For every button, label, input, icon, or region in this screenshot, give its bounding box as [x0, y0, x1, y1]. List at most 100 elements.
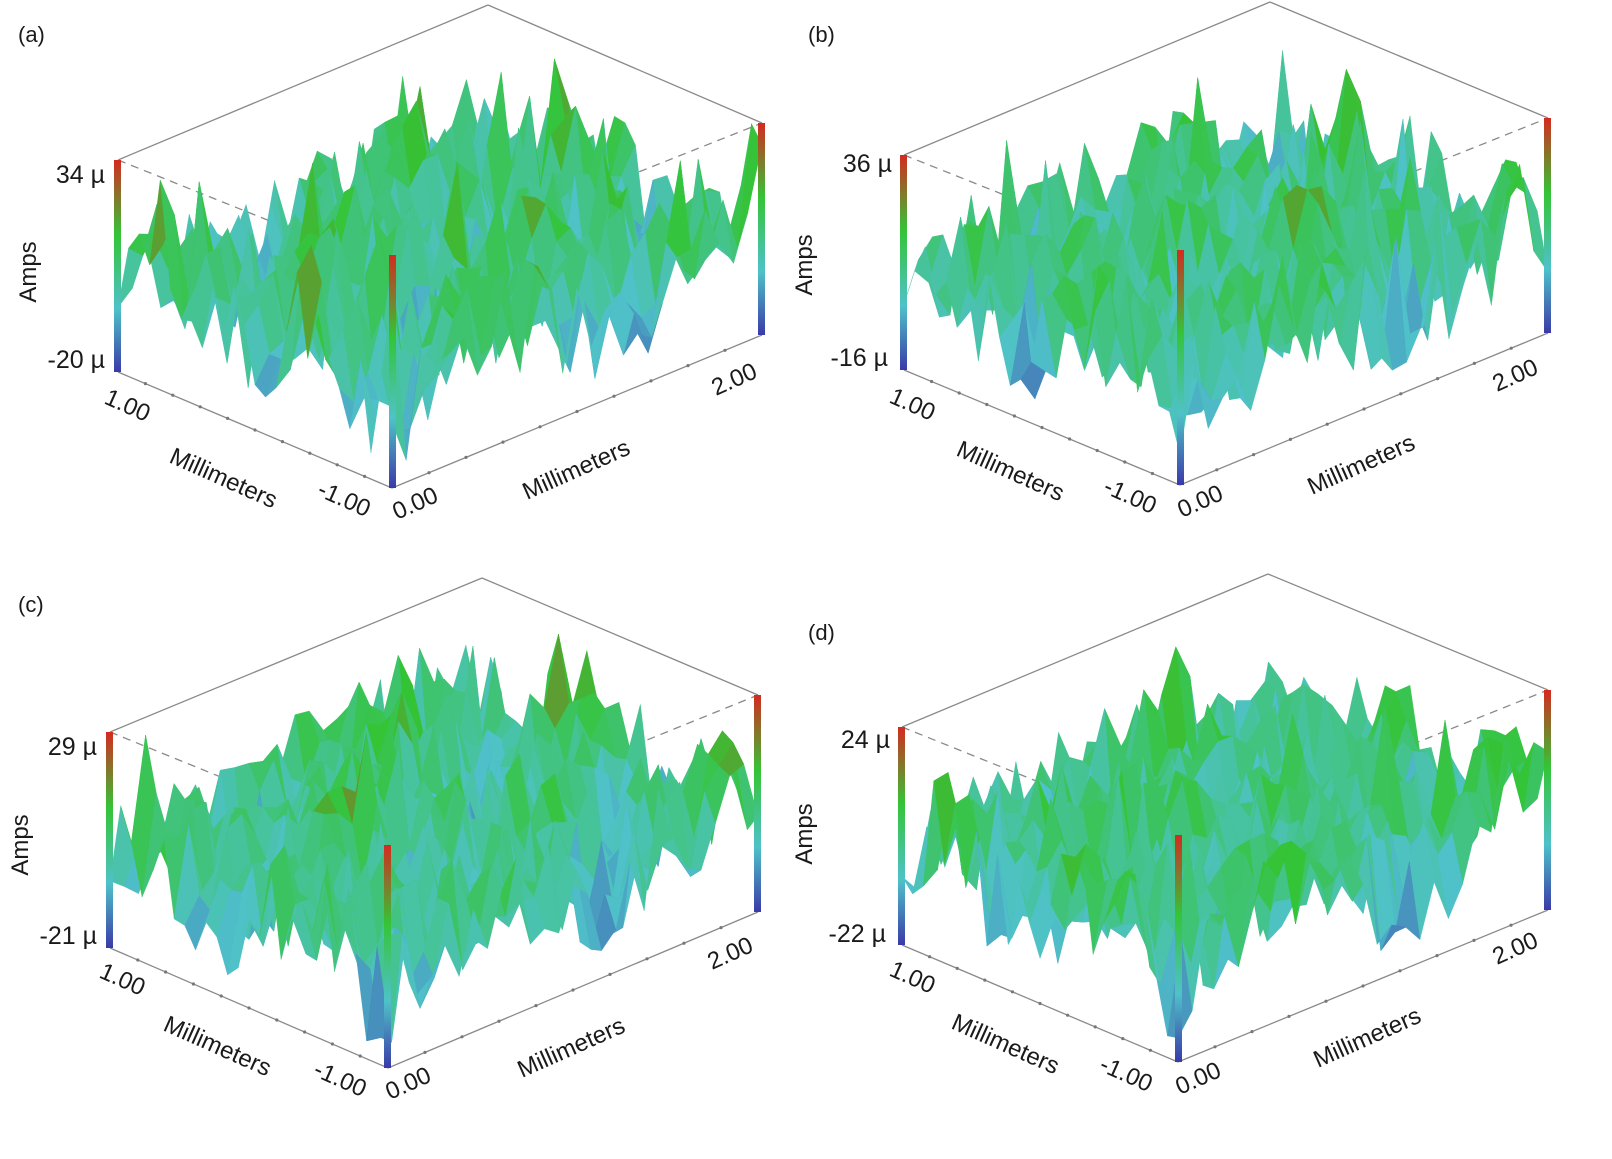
axis-tick-mark [423, 1050, 427, 1054]
axis-tick-mark [427, 471, 431, 475]
panel-a-z-top-label: 34 µ [56, 161, 105, 189]
panel-a-x-axis-label: Millimeters [166, 443, 282, 514]
panel-a-z-bottom-label: -20 µ [48, 346, 105, 374]
panel-c-x-axis-label: Millimeters [160, 1011, 276, 1082]
panel-b-x-axis-label: Millimeters [953, 436, 1069, 507]
axis-tick-mark [501, 440, 505, 444]
panel-b-ticks [930, 346, 1513, 476]
panel-a-y-axis-label: Millimeters [518, 434, 634, 505]
panel-b-y-tick-1: 0.00 [1173, 480, 1227, 524]
panel-b-z-top-label: 36 µ [843, 150, 892, 178]
panel-d: (d) 24 µ -22 µ Amps 1.00 -1.00 Millimete… [791, 573, 1551, 1101]
panel-a-z-axis-label: Amps [15, 241, 42, 302]
axis-tick-mark [191, 982, 195, 986]
axis-tick-mark [171, 393, 175, 397]
panel-d-z-axis-label: Amps [791, 803, 818, 864]
panel-c: (c) 29 µ -21 µ Amps 1.00 -1.00 Millimete… [7, 577, 761, 1105]
axis-tick-mark [1150, 471, 1154, 476]
panel-a-x-tick-2: -1.00 [314, 476, 375, 523]
panel-c-colorbars [106, 695, 761, 1068]
panel-d-z-top-label: 24 µ [841, 726, 890, 754]
panel-a-ticks [143, 348, 727, 478]
panel-c-x-tick-1: 1.00 [96, 958, 150, 1002]
panel-d-label: (d) [808, 620, 835, 645]
panel-b-colorbars [900, 118, 1551, 485]
panel-b-x-tick-2: -1.00 [1100, 473, 1161, 520]
axis-tick-mark [1472, 361, 1476, 365]
panel-a-y-tick-1: 0.00 [388, 482, 442, 526]
panel-d-x-axis-label: Millimeters [948, 1009, 1064, 1080]
panel-b-z-axis-label: Amps [791, 234, 818, 295]
panel-d-y-tick-1: 0.00 [1171, 1057, 1225, 1101]
panel-b-y-tick-2: 2.00 [1488, 354, 1542, 398]
axis-tick-mark [1398, 969, 1402, 973]
panel-c-y-axis-label: Millimeters [513, 1012, 629, 1083]
panel-b-z-bottom-label: -16 µ [831, 344, 888, 372]
axis-tick-mark [280, 440, 284, 444]
axis-tick-mark [645, 957, 649, 961]
axis-tick-mark [723, 348, 727, 352]
axis-tick-mark [330, 1042, 334, 1046]
axis-tick-mark [1435, 954, 1439, 958]
axis-tick-mark [143, 382, 147, 386]
panel-c-z-axis-label: Amps [7, 814, 34, 875]
panel-d-x-tick-2: -1.00 [1096, 1051, 1157, 1098]
axis-tick-mark [460, 1035, 464, 1039]
panel-a: (a) 34 µ -20 µ Amps 1.00 -1.00 Millimete… [15, 4, 765, 526]
axis-tick-mark [538, 425, 542, 429]
panel-d-y-tick-2: 2.00 [1488, 927, 1542, 971]
panel-b-label: (b) [808, 22, 835, 47]
axis-tick-mark [1123, 460, 1127, 464]
axis-tick-mark [253, 428, 257, 432]
panel-d-y-axis-label: Millimeters [1309, 1002, 1425, 1073]
axis-tick-mark [1215, 468, 1219, 472]
panel-b-surface [903, 50, 1549, 455]
panel-c-z-top-label: 29 µ [48, 733, 97, 761]
axis-tick-mark [358, 1054, 362, 1058]
panel-d-colorbars [898, 690, 1551, 1062]
axis-tick-mark [1010, 990, 1015, 994]
panel-b-y-axis-label: Millimeters [1303, 429, 1419, 500]
axis-tick-mark [1288, 437, 1292, 441]
axis-tick-mark [1509, 923, 1513, 927]
axis-tick-mark [928, 955, 932, 959]
axis-tick-mark [1148, 1048, 1152, 1052]
axis-tick-mark [335, 463, 339, 467]
axis-tick-mark [1095, 448, 1099, 453]
axis-tick-mark [497, 1019, 501, 1023]
axis-tick-mark [612, 394, 616, 398]
axis-tick-mark [308, 451, 312, 455]
axis-tick-mark [275, 1018, 279, 1022]
axis-tick-mark [983, 978, 987, 982]
axis-tick-mark [1250, 1030, 1254, 1034]
panel-c-ticks [136, 926, 723, 1058]
axis-tick-mark [957, 391, 961, 395]
axis-tick-mark [303, 1030, 307, 1034]
panel-d-x-tick-1: 1.00 [886, 956, 940, 1000]
axis-tick-mark [363, 474, 367, 478]
axis-tick-mark [682, 941, 686, 945]
panel-d-z-bottom-label: -22 µ [829, 920, 886, 948]
axis-tick-mark [1325, 422, 1329, 426]
axis-tick-mark [1324, 999, 1328, 1003]
panel-a-label: (a) [18, 22, 45, 47]
surface-facet [117, 247, 144, 308]
axis-tick-mark [1066, 1013, 1070, 1017]
axis-tick-mark [219, 994, 223, 998]
axis-tick-mark [1361, 984, 1365, 988]
axis-tick-mark [649, 379, 653, 383]
axis-tick-mark [1472, 938, 1476, 943]
panel-a-x-tick-1: 1.00 [101, 384, 155, 428]
axis-tick-mark [1068, 437, 1072, 441]
axis-tick-mark [164, 970, 168, 974]
panel-c-y-tick-2: 2.00 [703, 932, 757, 976]
axis-tick-mark [571, 988, 575, 992]
axis-tick-mark [608, 972, 612, 977]
axis-tick-mark [955, 966, 959, 971]
axis-tick-mark [1436, 377, 1440, 381]
panel-a-y-tick-2: 2.00 [707, 358, 761, 402]
axis-tick-mark [930, 379, 934, 384]
axis-tick-mark [1038, 1001, 1042, 1006]
axis-tick-mark [1093, 1025, 1097, 1029]
panel-c-x-tick-2: -1.00 [310, 1056, 371, 1103]
